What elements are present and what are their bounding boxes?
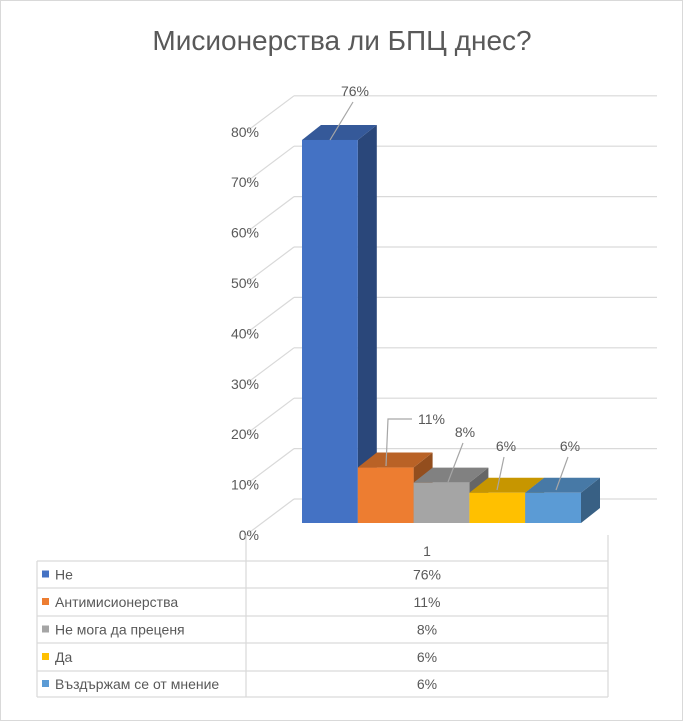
table-value: 11% — [414, 594, 441, 610]
gridline-side — [245, 95, 295, 133]
y-tick-label: 70% — [231, 174, 259, 190]
bar-front — [525, 492, 581, 523]
bar-front — [469, 492, 526, 523]
gridline-side — [245, 196, 295, 234]
bar-front — [357, 467, 414, 523]
bar-front — [413, 482, 470, 523]
table-series-name: Въздържам се от мнение — [55, 676, 219, 692]
bar-front — [302, 139, 358, 523]
gridline-side — [245, 296, 295, 334]
table-series-name: Да — [55, 649, 72, 665]
legend-key — [42, 570, 49, 578]
gridline-side — [245, 246, 295, 284]
y-tick-label: 60% — [231, 225, 259, 241]
leader-line — [447, 442, 464, 483]
table-series-name: Не мога да преценя — [55, 622, 185, 638]
legend-key — [42, 625, 49, 633]
gridline-side — [245, 498, 295, 536]
leader-line — [496, 456, 505, 491]
bar-5 — [525, 477, 600, 523]
y-tick-label: 20% — [231, 426, 259, 442]
chart-title: Мисионерства ли БПЦ днес? — [152, 25, 531, 56]
bar-side — [581, 477, 600, 523]
bar-top — [525, 477, 600, 493]
y-tick-label: 80% — [231, 124, 259, 140]
bar-top — [302, 124, 377, 140]
leader-line — [555, 456, 569, 491]
data-label: 76% — [341, 83, 369, 99]
bar-side — [357, 124, 377, 524]
leader-line — [385, 418, 412, 467]
data-label: 6% — [496, 438, 516, 454]
legend-key — [42, 653, 49, 660]
table-series-name: Не — [55, 567, 73, 583]
y-tick-label: 40% — [231, 325, 259, 341]
data-label: 6% — [560, 438, 580, 454]
bar-top — [469, 477, 545, 493]
category-label: 1 — [423, 543, 431, 559]
legend-key — [42, 598, 49, 605]
leader-line — [329, 101, 354, 141]
y-tick-label: 10% — [231, 477, 259, 493]
bar-top — [357, 452, 433, 468]
data-label: 8% — [455, 424, 475, 440]
table-series-name: Антимисионерства — [55, 594, 178, 610]
y-tick-label: 50% — [231, 275, 259, 291]
y-tick-label: 0% — [239, 527, 259, 543]
legend-key — [42, 680, 49, 687]
gridline-side — [245, 145, 295, 183]
gridline-side — [245, 448, 295, 486]
table-value: 76% — [413, 567, 441, 583]
gridline-side — [245, 397, 295, 435]
table-value: 8% — [417, 622, 437, 638]
data-label: 11% — [418, 411, 445, 427]
table-value: 6% — [417, 676, 437, 692]
gridline-side — [245, 347, 295, 385]
y-tick-label: 30% — [231, 376, 259, 392]
bar-1 — [302, 124, 377, 524]
table-value: 6% — [417, 649, 437, 665]
